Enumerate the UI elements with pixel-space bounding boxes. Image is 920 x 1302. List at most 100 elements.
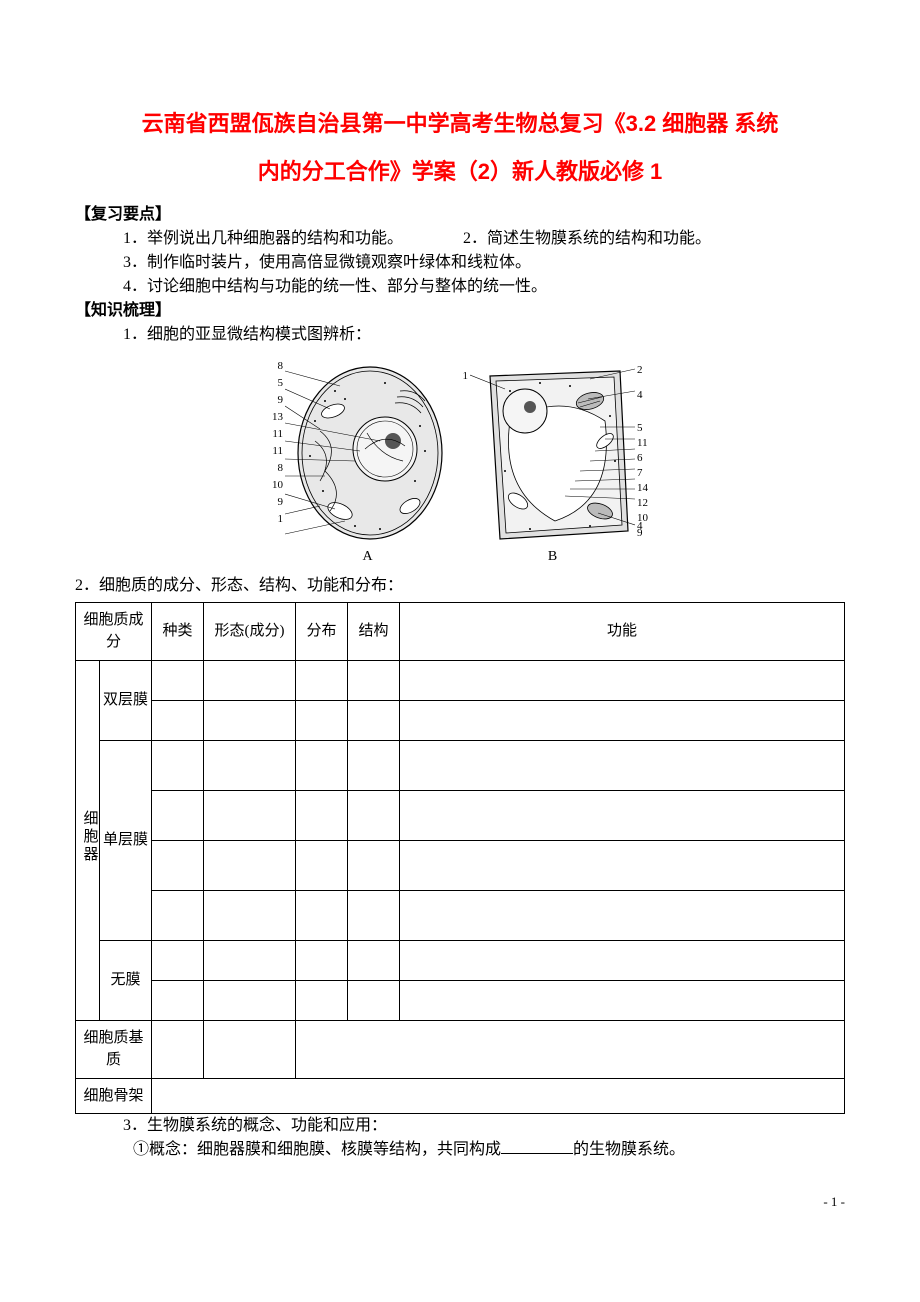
figure-b: 1 2 4 5 11 6 7 14 12 10 9 4: [470, 361, 635, 564]
review-point-1: 1．举例说出几种细胞器的结构和功能。: [123, 227, 403, 251]
fb-rt0: 2: [637, 365, 653, 376]
table-row: 单层膜: [76, 740, 845, 790]
page-number: - 1 -: [75, 1192, 845, 1212]
td-empty: [400, 980, 845, 1020]
figure-a-letter: A: [285, 550, 450, 564]
cytoplasm-table: 细胞质成分 种类 形态(成分) 分布 结构 功能 细胞器 双层膜 单层膜 无膜 …: [75, 602, 845, 1115]
td-empty: [204, 840, 296, 890]
td-empty: [296, 700, 348, 740]
fa-l0: 8: [267, 361, 283, 372]
organelle-label: 细胞器: [78, 810, 101, 864]
title-line1: 云南省西盟佤族自治县第一中学高考生物总复习《3.2 细胞器 系统: [75, 100, 845, 148]
kn3-1b: 的生物膜系统。: [573, 1141, 685, 1158]
knowledge-point-1: 1．细胞的亚显微结构模式图辨析：: [75, 323, 845, 347]
fb-rm4: 14: [637, 483, 653, 494]
td-cytoskeleton: 细胞骨架: [76, 1078, 152, 1114]
td-organelle: 细胞器: [76, 660, 100, 1020]
knowledge-point-2: 2．细胞质的成分、形态、结构、功能和分布：: [75, 574, 845, 598]
th-chengfen: 细胞质成分: [76, 602, 152, 660]
td-empty: [152, 790, 204, 840]
figure-b-letter: B: [470, 550, 635, 564]
td-empty: [296, 940, 348, 980]
td-empty: [152, 740, 204, 790]
td-empty: [152, 980, 204, 1020]
td-empty: [296, 980, 348, 1020]
td-empty: [348, 940, 400, 980]
section-knowledge: 【知识梳理】: [75, 299, 845, 323]
td-empty: [400, 890, 845, 940]
td-empty: [152, 700, 204, 740]
fa-l2: 9: [267, 395, 283, 406]
table-row: [76, 840, 845, 890]
td-empty: [296, 840, 348, 890]
figure-b-left-labels: 1: [452, 371, 468, 388]
figure-b-svg: [470, 361, 635, 546]
fb-rb0: 4: [637, 521, 653, 532]
knowledge-3-1: ①概念：细胞器膜和细胞膜、核膜等结构，共同构成 的生物膜系统。: [75, 1138, 845, 1162]
table-row: 无膜: [76, 940, 845, 980]
table-row: [76, 790, 845, 840]
td-empty: [152, 940, 204, 980]
td-empty: [400, 740, 845, 790]
fa-l1: 5: [267, 378, 283, 389]
th-dist: 分布: [296, 602, 348, 660]
td-empty: [400, 790, 845, 840]
fa-l5: 11: [267, 446, 283, 457]
fb-l0: 1: [452, 371, 468, 382]
figure-a-left-labels: 8 5 9 13 11 11 8 10 9 1: [267, 361, 283, 531]
td-empty: [152, 1078, 845, 1114]
td-empty: [348, 740, 400, 790]
td-empty: [204, 1020, 296, 1078]
th-func: 功能: [400, 602, 845, 660]
fb-rm2: 6: [637, 453, 653, 464]
td-empty: [348, 790, 400, 840]
fa-l6: 8: [267, 463, 283, 474]
fa-l7: 10: [267, 480, 283, 491]
blank-fill[interactable]: [501, 1138, 573, 1154]
td-empty: [348, 840, 400, 890]
td-empty: [296, 790, 348, 840]
table-header-row: 细胞质成分 种类 形态(成分) 分布 结构 功能: [76, 602, 845, 660]
td-empty: [204, 660, 296, 700]
td-single-membrane: 单层膜: [100, 740, 152, 940]
td-empty: [152, 660, 204, 700]
table-row: 细胞器 双层膜: [76, 660, 845, 700]
td-empty: [400, 660, 845, 700]
knowledge-point-3: 3．生物膜系统的概念、功能和应用：: [75, 1114, 845, 1138]
td-empty: [296, 890, 348, 940]
table-row: 细胞骨架: [76, 1078, 845, 1114]
fa-l8: 9: [267, 497, 283, 508]
kn3-1a: ①概念：细胞器膜和细胞膜、核膜等结构，共同构成: [133, 1141, 501, 1158]
fb-rm1: 11: [637, 438, 653, 449]
table-row: [76, 700, 845, 740]
figure-b-right-top: 2 4: [637, 365, 653, 405]
td-empty: [348, 660, 400, 700]
review-point-2: 2．简述生物膜系统的结构和功能。: [463, 227, 711, 251]
th-struct: 结构: [348, 602, 400, 660]
td-empty: [152, 1020, 204, 1078]
th-form: 形态(成分): [204, 602, 296, 660]
figure-a-svg: [285, 361, 450, 546]
fa-l9: 1: [267, 514, 283, 525]
fb-rm0: 5: [637, 423, 653, 434]
fb-rm3: 7: [637, 468, 653, 479]
td-empty: [348, 890, 400, 940]
fb-rm5: 12: [637, 498, 653, 509]
td-empty: [204, 890, 296, 940]
td-double-membrane: 双层膜: [100, 660, 152, 740]
td-empty: [204, 700, 296, 740]
td-cytosol: 细胞质基质: [76, 1020, 152, 1078]
th-kind: 种类: [152, 602, 204, 660]
td-empty: [400, 940, 845, 980]
section-review: 【复习要点】: [75, 203, 845, 227]
cell-diagrams: 8 5 9 13 11 11 8 10 9 1: [75, 361, 845, 564]
td-empty: [400, 840, 845, 890]
td-empty: [204, 980, 296, 1020]
td-empty: [296, 740, 348, 790]
review-point-3: 3．制作临时装片，使用高倍显微镜观察叶绿体和线粒体。: [75, 251, 845, 275]
td-empty: [400, 700, 845, 740]
fa-l3: 13: [267, 412, 283, 423]
figure-a: 8 5 9 13 11 11 8 10 9 1: [285, 361, 450, 564]
td-empty: [348, 980, 400, 1020]
fa-l4: 11: [267, 429, 283, 440]
